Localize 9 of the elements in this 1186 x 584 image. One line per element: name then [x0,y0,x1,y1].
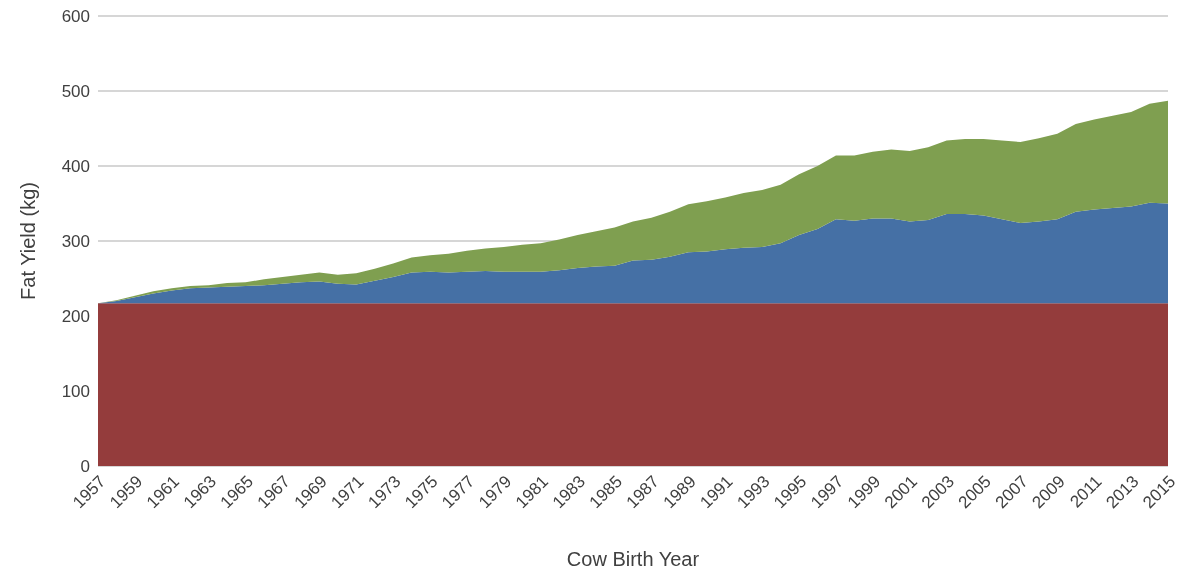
y-tick-label: 300 [61,232,90,252]
y-tick-label: 200 [61,307,90,327]
y-tick-label: 100 [61,382,90,402]
x-axis-title: Cow Birth Year [566,548,700,570]
y-tick-label: 600 [61,7,90,27]
y-tick-label: 500 [61,82,90,102]
y-axis-title: Fat Yield (kg) [17,182,40,300]
y-tick-label: 400 [61,157,90,177]
y-tick-label: 0 [80,457,90,477]
